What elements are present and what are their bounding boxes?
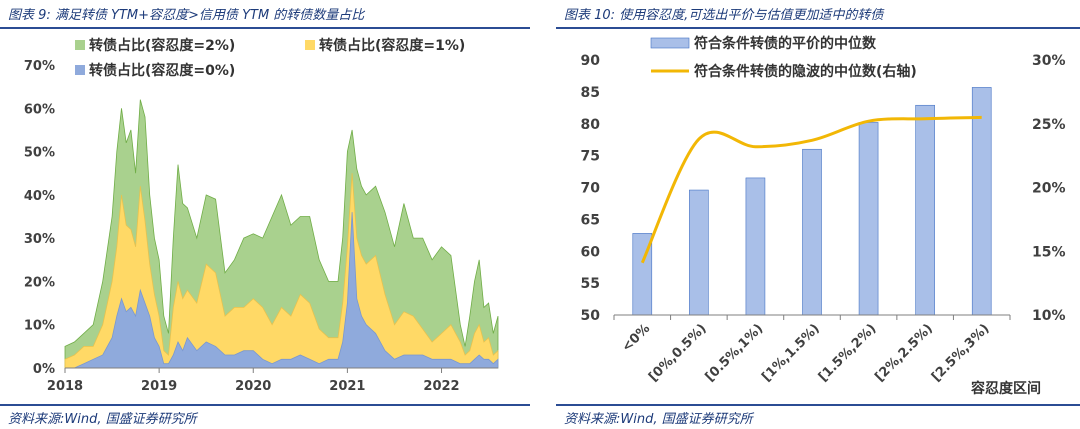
figure-title: 图表 10: 使用容忍度,可选出平价与估值更加适中的转债 — [564, 8, 884, 23]
y-tick-label: 70% — [24, 59, 55, 74]
y-tick-label: 55 — [581, 276, 600, 292]
x-tick-label: 2021 — [329, 379, 365, 394]
x-tick-label: [2.5%,3%) — [929, 321, 993, 385]
left-panel: 图表 9: 满足转债 YTM+容忍度>信用债 YTM 的转债数量占比 0% 10%… — [0, 0, 530, 429]
y-tick-label: 0% — [33, 362, 55, 377]
x-tick-label: [0%,0.5%) — [646, 321, 710, 385]
title-rule — [0, 27, 530, 29]
area-series-1 — [64, 99, 499, 369]
legend-label: 符合条件转债的隐波的中位数(右轴) — [693, 63, 917, 80]
y-tick-label: 60% — [24, 102, 55, 117]
y2-tick-label: 25% — [1032, 117, 1066, 133]
bar — [971, 87, 992, 316]
legend-swatch — [75, 65, 85, 75]
legend-label: 转债占比(容忍度=0%) — [89, 62, 235, 79]
bar — [915, 104, 935, 316]
source-rule — [556, 404, 1080, 406]
x-tick-label: 2019 — [141, 379, 177, 394]
y2-tick-label: 10% — [1032, 308, 1066, 324]
area-chart: 0% 10% 20% 30% 40% 50% 60% 70% 2018 2019 2020 2021 2… — [24, 37, 499, 394]
legend-label: 转债占比(容忍度=2%) — [89, 37, 235, 54]
right-panel: 图表 10: 使用容忍度,可选出平价与估值更加适中的转债 50 55 60 65 70 7… — [556, 0, 1080, 429]
y-tick-label: 80 — [581, 117, 601, 133]
y-tick-label: 60 — [581, 244, 601, 260]
source-note: 资料来源:Wind, 国盛证券研究所 — [8, 412, 197, 427]
y2-tick-label: 20% — [1032, 181, 1066, 197]
legend-swatch — [650, 37, 690, 49]
bar — [858, 122, 879, 316]
line-series — [640, 115, 982, 264]
x-tick-label: [1%,1.5%) — [759, 321, 823, 385]
x-tick-label: 2022 — [423, 379, 459, 394]
y-tick-label: 65 — [581, 212, 600, 228]
y-tick-label: 50 — [581, 308, 601, 324]
x-axis-title: 容忍度区间 — [970, 380, 1041, 397]
x-tick-label: [2%,2.5%) — [872, 321, 936, 385]
area-series-3 — [65, 212, 499, 369]
y2-tick-label: 30% — [1032, 53, 1066, 69]
y-tick-label: 50% — [24, 146, 55, 161]
legend-swatch — [75, 40, 85, 50]
y-tick-label: 90 — [581, 53, 601, 69]
legend-swatch — [305, 40, 315, 50]
x-tick-label: [1.5%,2%) — [816, 321, 880, 385]
y2-tick-label: 15% — [1032, 244, 1066, 260]
x-tick-label: <0% — [619, 321, 653, 355]
title-rule — [556, 27, 1080, 29]
y-tick-label: 85 — [581, 85, 600, 101]
source-rule — [0, 404, 530, 406]
y-tick-label: 10% — [24, 319, 55, 334]
y-tick-label: 70 — [581, 181, 601, 197]
y-tick-label: 75 — [581, 149, 600, 165]
area-series-2 — [64, 173, 499, 369]
legend-label: 转债占比(容忍度=1%) — [319, 37, 465, 54]
x-tick-label: 2020 — [235, 379, 271, 394]
bar — [802, 148, 822, 316]
figure-title: 图表 9: 满足转债 YTM+容忍度>信用债 YTM 的转债数量占比 — [8, 8, 365, 23]
bar — [745, 177, 766, 316]
y-tick-label: 40% — [24, 189, 55, 204]
y-tick-label: 20% — [24, 275, 55, 290]
source-note: 资料来源:Wind, 国盛证券研究所 — [564, 412, 753, 427]
legend-label: 符合条件转债的平价的中位数 — [693, 35, 877, 52]
x-tick-label: 2018 — [47, 379, 83, 394]
y-tick-label: 30% — [24, 232, 55, 247]
x-tick-label: [0.5%,1%) — [703, 321, 767, 385]
bar-line-chart: 50 55 60 65 70 75 80 85 90 10% 15% 20% 25% 30% <0%[0%,… — [581, 35, 1066, 397]
bar — [689, 189, 709, 316]
